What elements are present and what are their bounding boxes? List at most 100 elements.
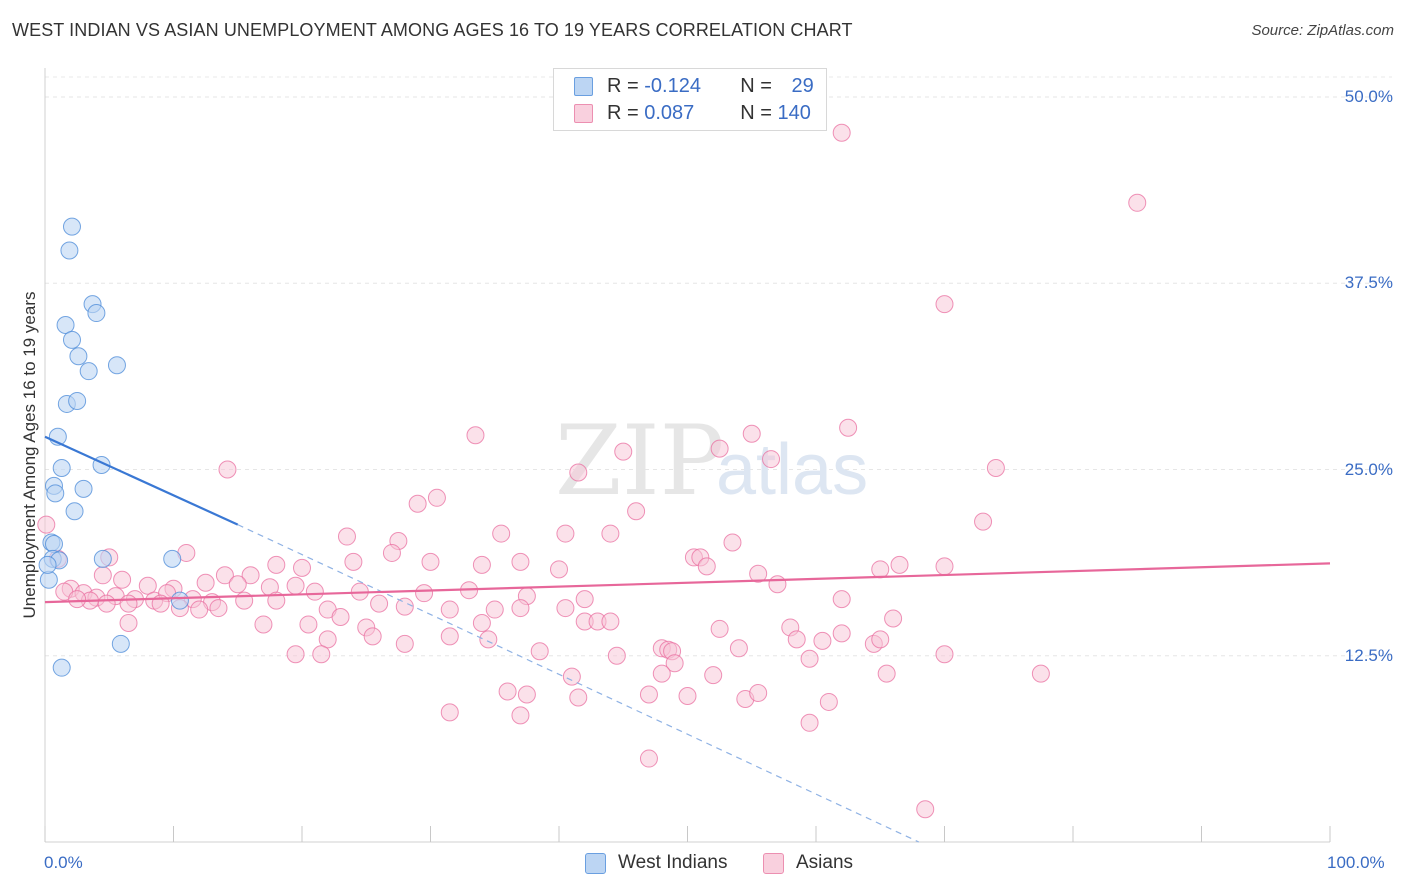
data-point [556, 524, 575, 543]
data-point [37, 515, 56, 534]
data-point [575, 590, 594, 609]
y-tick-label: 50.0% [1344, 87, 1393, 106]
axes [44, 68, 1331, 843]
data-point [241, 566, 260, 585]
data-point [74, 479, 93, 498]
trend-lines [44, 435, 1331, 843]
data-point [97, 594, 116, 613]
data-point [215, 566, 234, 585]
data-point [68, 590, 87, 609]
data-point [710, 439, 729, 458]
data-point [704, 666, 723, 685]
west-indians-series [38, 217, 189, 677]
series-legend: West Indians Asians [0, 850, 1406, 878]
data-point [800, 649, 819, 668]
data-point [472, 613, 491, 632]
data-point [62, 217, 81, 236]
data-point [813, 631, 832, 650]
data-point [111, 634, 130, 653]
data-point [601, 612, 620, 631]
data-point [742, 424, 761, 443]
y-tick-label: 25.0% [1344, 459, 1393, 479]
data-point [60, 241, 79, 260]
data-point [440, 600, 459, 619]
data-point [749, 684, 768, 702]
data-point [832, 123, 851, 142]
data-point [196, 573, 215, 592]
data-point [170, 591, 189, 610]
data-point [511, 599, 530, 618]
data-point [871, 630, 890, 649]
x-min-label: 0.0% [44, 853, 83, 872]
source-label: Source: ZipAtlas.com [1251, 22, 1394, 39]
data-point [832, 624, 851, 643]
legend-n-label: N = [740, 74, 778, 97]
data-point [614, 442, 633, 461]
watermark-atlas: atlas [716, 430, 868, 510]
chart-title: WEST INDIAN VS ASIAN UNEMPLOYMENT AMONG … [12, 20, 853, 40]
data-point [762, 450, 781, 469]
data-point [337, 527, 356, 546]
legend-r-label: R = [607, 101, 645, 124]
data-point [479, 630, 498, 649]
legend-swatch-west-indians [574, 76, 593, 96]
data-point [768, 575, 787, 594]
legend-r-value: 0.087 [644, 101, 695, 124]
legend-item-asians: Asians [763, 852, 853, 874]
y-axis-title: Unemployment Among Ages 16 to 19 years [20, 291, 39, 619]
data-point [93, 549, 112, 568]
data-point [916, 800, 935, 819]
legend-n-label: N = [740, 101, 778, 124]
data-point [492, 524, 511, 543]
data-point [639, 685, 658, 704]
data-point [299, 615, 318, 634]
data-point [119, 594, 138, 613]
asians-trend-line [44, 562, 1331, 604]
data-point [800, 713, 819, 732]
data-point [382, 543, 401, 562]
data-point [46, 484, 65, 503]
legend-label-west-indians: West Indians [618, 852, 728, 873]
data-point [138, 576, 157, 595]
data-point [517, 685, 536, 704]
data-point [678, 686, 697, 705]
legend-r-value: -0.124 [644, 74, 701, 97]
data-point [556, 599, 575, 618]
data-point [107, 356, 126, 375]
data-point [697, 557, 716, 576]
data-point [421, 552, 440, 571]
data-point [312, 645, 331, 664]
data-point [286, 576, 305, 595]
data-point [890, 555, 909, 574]
data-point [485, 600, 504, 619]
data-point [986, 459, 1005, 478]
data-point [62, 330, 81, 349]
watermark: ZIP atlas [555, 405, 868, 517]
data-point [877, 664, 896, 683]
data-point [839, 418, 858, 437]
data-point [427, 488, 446, 507]
legend-row-asians: R = 0.087 N = 140 [574, 100, 811, 126]
y-tick-label: 12.5% [1344, 645, 1393, 665]
data-point [607, 646, 626, 665]
data-point [440, 627, 459, 646]
data-point [511, 552, 530, 571]
data-point [569, 688, 588, 707]
legend-row-west-indians: R = -0.124 N = 29 [574, 73, 814, 99]
west-indians-trend-line [44, 435, 239, 526]
data-point [69, 347, 88, 366]
data-point [44, 535, 63, 553]
data-point [569, 463, 588, 482]
data-point [267, 555, 286, 574]
data-point [710, 619, 729, 638]
data-point [38, 555, 57, 574]
data-point [318, 630, 337, 649]
data-point [370, 594, 389, 613]
legend-swatch-asians [574, 103, 593, 123]
data-point [935, 645, 954, 664]
west-indians-trend-extension [237, 524, 920, 843]
data-point [408, 494, 427, 513]
data-point [652, 664, 671, 683]
data-point [871, 560, 890, 579]
